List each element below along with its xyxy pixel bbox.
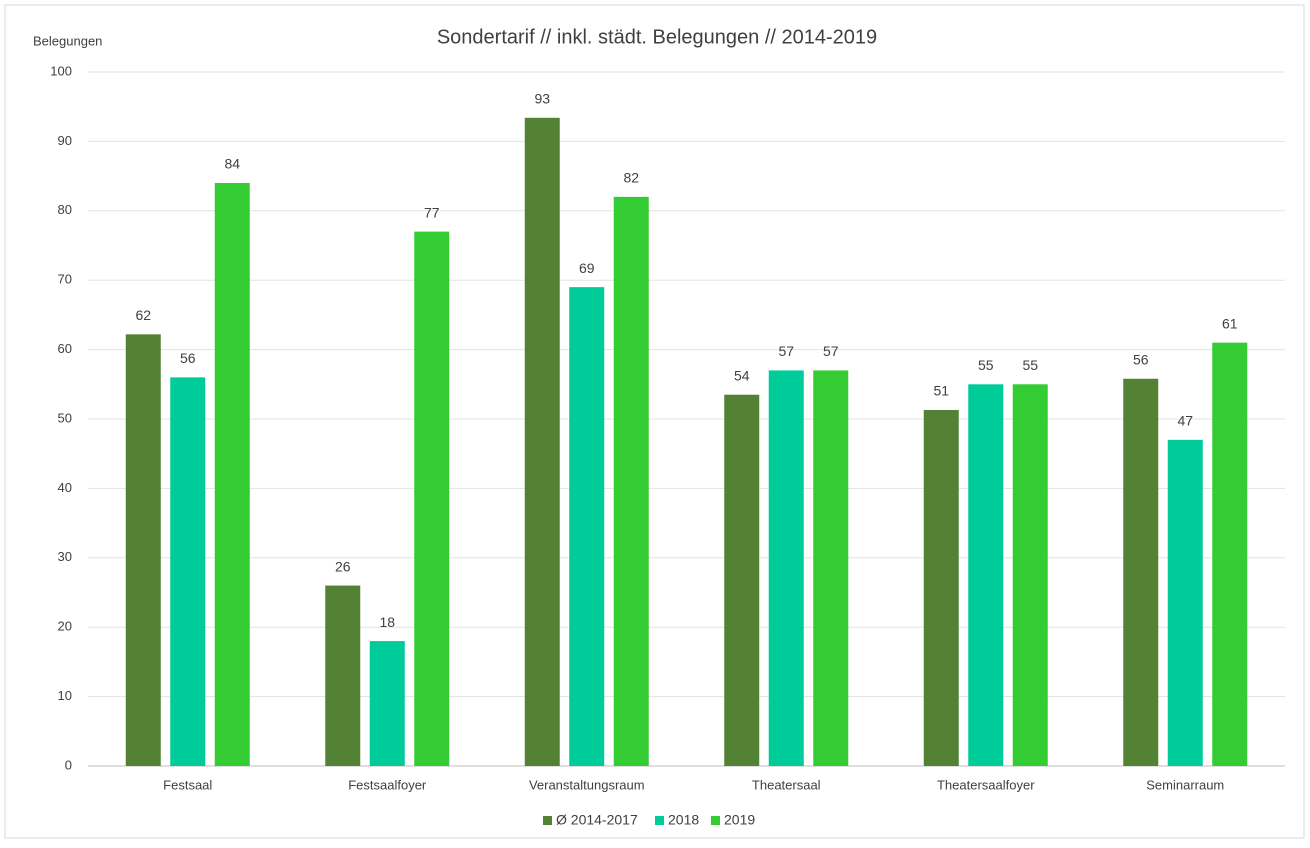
data-label: 57 [823, 343, 839, 359]
data-label: 62 [135, 307, 151, 323]
bar [1012, 384, 1048, 766]
bar [524, 117, 560, 766]
bar [768, 370, 804, 766]
y-tick-label: 10 [58, 688, 72, 703]
y-tick-label: 90 [58, 133, 72, 148]
data-label: 77 [424, 204, 440, 220]
data-label: 51 [933, 383, 949, 399]
legend-swatch [711, 816, 720, 825]
bar [369, 641, 405, 766]
data-label: 55 [1022, 357, 1038, 373]
legend-label: 2018 [668, 812, 699, 828]
chart-title: Sondertarif // inkl. städt. Belegungen /… [437, 26, 877, 48]
x-tick-label: Theatersaalfoyer [937, 777, 1035, 792]
bar [923, 409, 959, 766]
y-tick-label: 50 [58, 410, 72, 425]
legend-label: Ø 2014-2017 [556, 812, 638, 828]
y-axis-label: Belegungen [33, 33, 102, 48]
data-label: 82 [623, 170, 639, 186]
bar [414, 231, 450, 766]
bar [1212, 342, 1248, 766]
bar [170, 377, 206, 766]
y-tick-label: 80 [58, 202, 72, 217]
data-label: 69 [579, 260, 595, 276]
bar [325, 585, 361, 766]
data-label: 57 [778, 343, 794, 359]
bar [569, 287, 605, 766]
legend-label: 2019 [724, 812, 755, 828]
data-label: 26 [335, 558, 351, 574]
data-label: 56 [180, 350, 196, 366]
legend-swatch [543, 816, 552, 825]
bar [613, 196, 649, 767]
x-tick-label: Veranstaltungsraum [529, 777, 645, 792]
data-label: 93 [534, 91, 550, 107]
y-tick-label: 30 [58, 549, 72, 564]
bar [1167, 439, 1203, 766]
data-label: 61 [1222, 315, 1238, 331]
x-tick-label: Seminarraum [1146, 777, 1224, 792]
y-tick-label: 70 [58, 272, 72, 287]
bar [1123, 378, 1159, 766]
data-label: 56 [1133, 351, 1149, 367]
y-tick-label: 0 [65, 757, 72, 772]
data-label: 54 [734, 367, 750, 383]
bar [813, 370, 849, 766]
y-tick-label: 60 [58, 341, 72, 356]
x-tick-label: Festsaalfoyer [348, 777, 427, 792]
bar [968, 384, 1004, 766]
x-tick-label: Theatersaal [752, 777, 821, 792]
bar [724, 394, 760, 766]
legend-swatch [655, 816, 664, 825]
y-tick-label: 100 [50, 63, 72, 78]
data-label: 55 [978, 357, 994, 373]
bar [125, 334, 161, 766]
y-tick-label: 40 [58, 480, 72, 495]
data-label: 47 [1177, 413, 1193, 429]
data-label: 18 [379, 614, 395, 630]
y-tick-label: 20 [58, 619, 72, 634]
data-label: 84 [224, 156, 240, 172]
bar [214, 183, 250, 767]
x-tick-label: Festsaal [163, 777, 212, 792]
